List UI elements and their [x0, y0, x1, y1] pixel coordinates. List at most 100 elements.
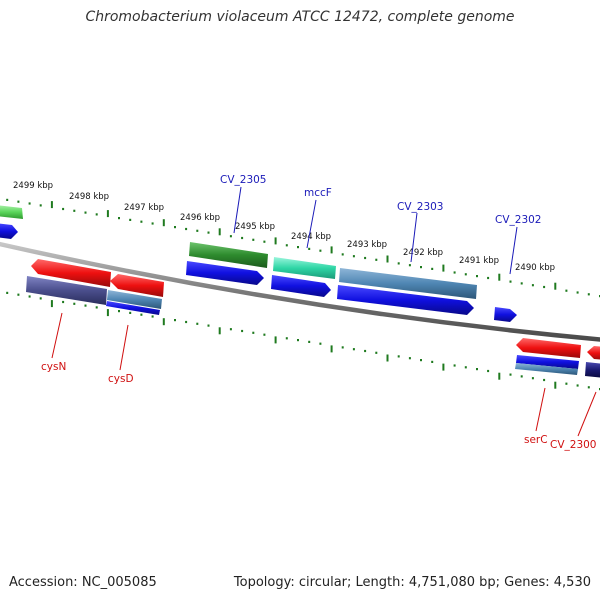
minor-tick: [509, 280, 512, 283]
minor-tick: [118, 310, 120, 313]
major-tick: [386, 354, 389, 362]
major-tick: [218, 228, 221, 236]
minor-tick: [95, 213, 98, 216]
minor-tick: [476, 368, 478, 371]
major-tick: [554, 282, 557, 290]
minor-tick: [587, 386, 590, 389]
minor-tick: [352, 255, 355, 258]
minor-tick: [62, 300, 65, 304]
gene-feature-cv2305[interactable]: [189, 242, 268, 268]
gene-label[interactable]: CV_2302: [495, 214, 542, 226]
minor-tick: [241, 236, 244, 240]
major-tick: [554, 381, 557, 389]
scale-label: 2496 kbp: [180, 213, 220, 223]
minor-tick: [576, 291, 579, 294]
minor-tick: [285, 244, 288, 247]
major-tick: [218, 327, 221, 335]
minor-tick: [73, 209, 76, 212]
gene-label[interactable]: CV_2305: [220, 174, 267, 186]
minor-tick: [543, 285, 546, 289]
minor-tick: [229, 235, 232, 238]
gene-label[interactable]: CV_2300: [550, 439, 597, 451]
scale-label: 2493 kbp: [347, 240, 387, 250]
minor-tick: [520, 375, 523, 378]
cds-feature[interactable]: [494, 307, 517, 322]
major-tick: [498, 372, 501, 380]
minor-tick: [464, 366, 467, 369]
scale-labels: 2499 kbp 2498 kbp 2497 kbp 2496 kbp 2495…: [13, 181, 555, 273]
minor-tick: [453, 364, 456, 367]
gene-label[interactable]: mccF: [304, 187, 332, 199]
minor-tick: [185, 320, 188, 324]
minor-tick: [420, 359, 422, 362]
minor-tick: [431, 267, 434, 270]
minor-tick: [587, 293, 590, 296]
minor-tick: [297, 339, 299, 342]
gene-label[interactable]: CV_2303: [397, 201, 444, 213]
gene-feature-cv2300[interactable]: [585, 362, 600, 378]
top-strand-genes: [0, 205, 477, 299]
gene-label[interactable]: cysD: [108, 373, 134, 385]
cds-feature[interactable]: [337, 285, 474, 315]
gene-feature-serc[interactable]: [515, 363, 578, 375]
minor-tick: [140, 313, 143, 316]
minor-tick: [252, 331, 255, 334]
gene-feature-red[interactable]: [516, 338, 581, 358]
minor-tick: [196, 229, 199, 232]
scale-ticks-inner: [6, 291, 600, 391]
major-tick: [106, 210, 109, 218]
scale-label: 2495 kbp: [235, 222, 275, 232]
major-tick: [162, 318, 165, 326]
minor-tick: [229, 328, 232, 331]
gene-label[interactable]: serC: [524, 434, 548, 446]
scale-label: 2498 kbp: [69, 192, 109, 202]
minor-tick: [84, 211, 87, 214]
gene-feature-red[interactable]: [31, 259, 111, 287]
gene-feature-cysn[interactable]: [26, 276, 107, 305]
minor-tick: [531, 377, 534, 380]
gene-label[interactable]: cysN: [41, 361, 66, 373]
cds-feature[interactable]: [186, 261, 264, 285]
minor-tick: [62, 207, 65, 211]
minor-tick: [308, 247, 311, 250]
major-tick: [330, 345, 333, 353]
gene-feature-red[interactable]: [587, 346, 600, 360]
scale-label: 2490 kbp: [515, 263, 555, 273]
minor-tick: [408, 264, 411, 267]
accession-text: Accession: NC_005085: [9, 575, 157, 590]
gene-labels-top: CV_2305 mccF CV_2303 CV_2302: [220, 174, 542, 226]
minor-tick: [174, 319, 176, 322]
minor-tick: [95, 306, 98, 309]
minor-tick: [431, 360, 434, 363]
scale-label: 2494 kbp: [291, 232, 331, 242]
minor-tick: [487, 369, 490, 373]
bottom-strand-cds: [26, 276, 600, 378]
major-tick: [442, 264, 445, 272]
minor-tick: [140, 220, 143, 223]
major-tick: [274, 336, 277, 344]
minor-tick: [6, 291, 9, 294]
minor-tick: [352, 348, 355, 351]
cds-feature[interactable]: [271, 275, 331, 297]
major-tick: [386, 255, 389, 263]
minor-tick: [28, 202, 31, 205]
gene-feature-green[interactable]: [0, 205, 23, 219]
major-tick: [498, 273, 501, 281]
cds-feature[interactable]: [0, 223, 18, 239]
minor-tick: [39, 297, 42, 300]
minor-tick: [375, 258, 378, 261]
minor-tick: [129, 311, 132, 314]
minor-tick: [28, 295, 31, 298]
genome-summary-text: Topology: circular; Length: 4,751,080 bp…: [233, 575, 591, 590]
minor-tick: [464, 273, 467, 276]
label-leader-lines: [51, 186, 597, 437]
gene-feature-red[interactable]: [110, 274, 164, 297]
gene-feature-cv2303[interactable]: [339, 268, 477, 299]
minor-tick: [364, 349, 367, 353]
gene-feature-mccf[interactable]: [273, 257, 336, 279]
minor-tick: [531, 284, 534, 287]
gene-feature-cysd[interactable]: [107, 290, 162, 309]
cds-feature[interactable]: [106, 301, 160, 315]
cds-feature[interactable]: [516, 355, 579, 369]
minor-tick: [207, 231, 210, 234]
